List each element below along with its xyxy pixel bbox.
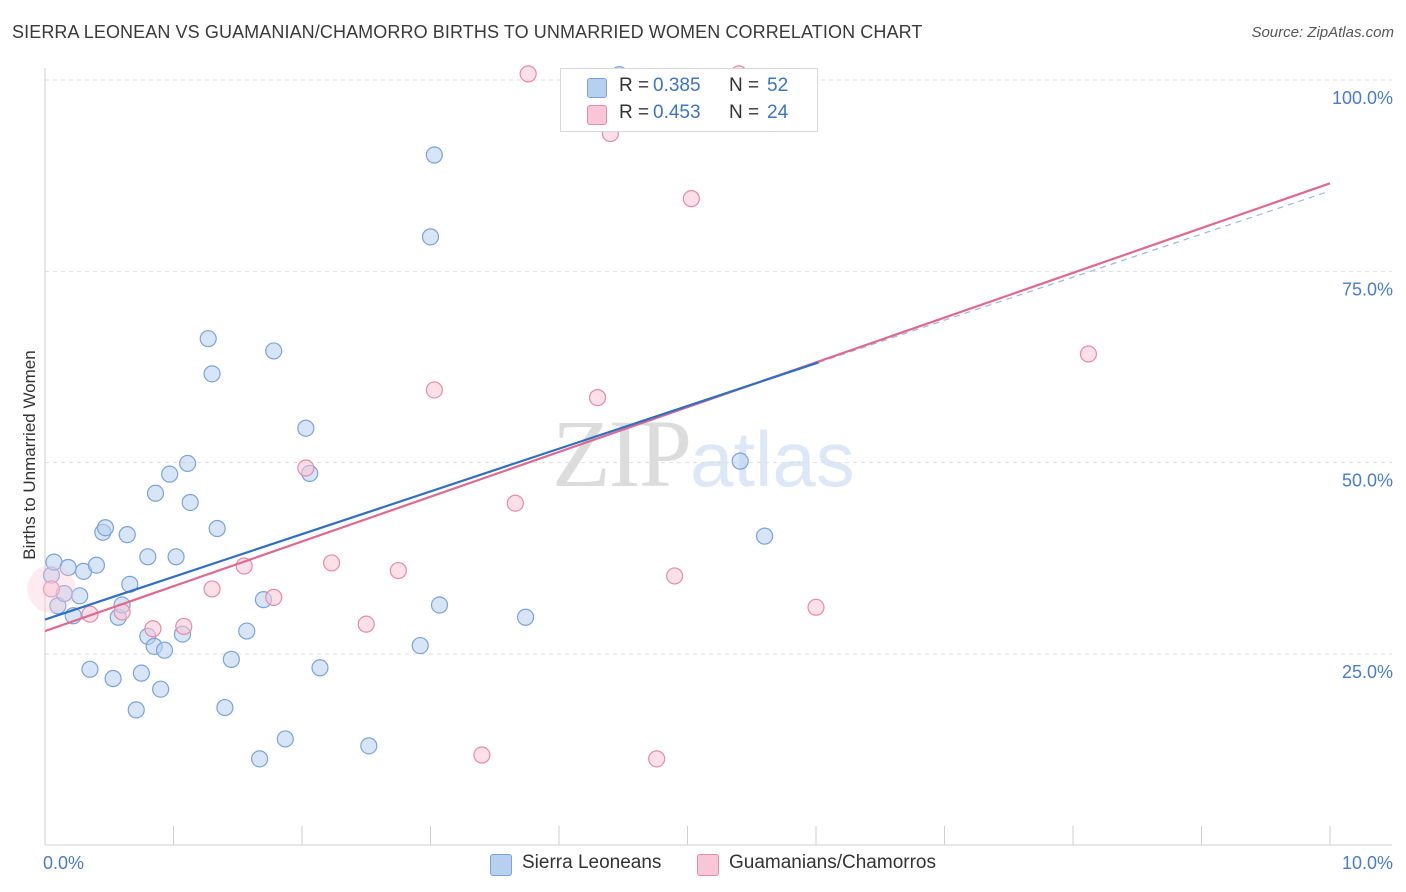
guamanian-point bbox=[389, 561, 407, 580]
y-tick-label: 50.0% bbox=[1342, 471, 1393, 491]
sierra-leonean-point bbox=[276, 730, 294, 748]
guamanian-trendline bbox=[44, 182, 1331, 633]
guamanian-point bbox=[81, 605, 99, 623]
x-tick-label: 10.0% bbox=[1342, 853, 1393, 873]
sierra-leonean-point bbox=[96, 519, 114, 537]
guamanian-point bbox=[1079, 345, 1098, 363]
guamanian-point bbox=[519, 65, 537, 83]
guamanian-point bbox=[666, 567, 684, 585]
guamanian-point bbox=[473, 746, 491, 764]
guamanian-point bbox=[42, 580, 61, 598]
sierra-leonean-point bbox=[132, 664, 150, 682]
sierra-leonean-point bbox=[71, 587, 89, 605]
y-tick-label: 75.0% bbox=[1342, 279, 1393, 299]
legend-n-label: N = bbox=[729, 75, 760, 96]
sierra-leonean-point bbox=[203, 365, 221, 383]
sierra-leonean-point bbox=[311, 659, 329, 677]
sierra-leonean-point bbox=[216, 698, 234, 717]
trendlines bbox=[44, 182, 1331, 633]
source-label: Source: ZipAtlas.com bbox=[1251, 24, 1394, 41]
guamanian-point bbox=[807, 598, 825, 616]
tick-labels: 25.0% 50.0% 75.0% 100.0% 0.0% 10.0% bbox=[43, 88, 1393, 873]
guamanian-point bbox=[265, 588, 283, 606]
sierra-leonean-point bbox=[146, 484, 165, 502]
sierra-leonean-point bbox=[250, 750, 269, 768]
legend-swatch-pink bbox=[587, 105, 607, 125]
legend-r-value: 0.385 bbox=[653, 75, 701, 96]
chart-title: SIERRA LEONEAN VS GUAMANIAN/CHAMORRO BIR… bbox=[12, 22, 923, 42]
y-tick-label: 25.0% bbox=[1342, 662, 1393, 682]
sierra-leonean-point bbox=[755, 527, 774, 545]
legend-n-value: 24 bbox=[767, 102, 789, 123]
sierra-leonean-point bbox=[127, 701, 145, 719]
sierra-leonean-point bbox=[139, 548, 157, 566]
legend-n-label: N = bbox=[729, 102, 760, 123]
guamanian-point bbox=[425, 381, 443, 399]
legend-r-value: 0.453 bbox=[653, 102, 701, 123]
sierra-leonean-point bbox=[265, 342, 283, 360]
sierra-leonean-point bbox=[104, 669, 122, 688]
sierra-leonean-point bbox=[87, 556, 106, 574]
correlation-legend: R = 0.385 N = 52 R = 0.453 N = 24 bbox=[560, 68, 818, 132]
sierra-leonean-point bbox=[238, 622, 256, 640]
guamanian-point bbox=[648, 750, 666, 768]
x-tick-label: 0.0% bbox=[43, 853, 84, 873]
guamanian-point bbox=[588, 389, 607, 407]
sierra-leonean-trendline bbox=[44, 361, 819, 621]
sierra-leonean-point bbox=[425, 146, 443, 164]
sierra-leonean-point bbox=[161, 465, 179, 483]
guamanian-point bbox=[203, 580, 221, 598]
guamanian-point bbox=[682, 190, 700, 208]
sierra-leonean-point bbox=[199, 330, 217, 348]
sierra-leonean-point bbox=[222, 650, 240, 668]
guamanian-cluster-point bbox=[27, 564, 76, 613]
legend-r-label: R = bbox=[619, 102, 650, 123]
guamanian-point bbox=[357, 615, 375, 633]
sierra-leonean-point bbox=[118, 526, 136, 544]
sierra-leonean-point bbox=[179, 454, 197, 473]
sierra-leonean-point bbox=[421, 228, 440, 246]
sierra-leonean-point bbox=[167, 548, 185, 566]
sierra-leonean-point bbox=[155, 641, 174, 659]
sierra-leonean-point bbox=[297, 419, 315, 437]
legend-swatch-blue bbox=[587, 78, 607, 98]
guamanian-point bbox=[506, 494, 524, 512]
legend-r-label: R = bbox=[619, 75, 650, 96]
sierra-leonean-point bbox=[430, 596, 449, 614]
sierra-leonean-point bbox=[411, 636, 429, 655]
sierra-leonean-point bbox=[208, 519, 226, 538]
sierra-leonean-point bbox=[81, 660, 99, 678]
sierra-leonean-point bbox=[360, 737, 378, 755]
legend-swatch-blue bbox=[490, 854, 512, 876]
sierra-leonean-point bbox=[181, 493, 199, 512]
data-points bbox=[27, 65, 1098, 768]
legend-label: Guamanians/Chamorros bbox=[729, 852, 936, 873]
guamanian-point bbox=[144, 620, 162, 638]
legend-n-value: 52 bbox=[767, 75, 789, 96]
guamanian-point bbox=[322, 554, 341, 572]
guamanian-point bbox=[175, 617, 193, 636]
sierra-leonean-trend-extension bbox=[818, 190, 1331, 363]
sierra-leonean-point bbox=[516, 608, 535, 626]
y-tick-label: 100.0% bbox=[1332, 88, 1393, 108]
axes bbox=[44, 68, 1392, 846]
sierra-leonean-point bbox=[152, 680, 170, 698]
legend-label: Sierra Leoneans bbox=[522, 852, 662, 873]
sierra-leonean-point bbox=[731, 452, 749, 470]
legend-swatch-pink bbox=[697, 854, 719, 876]
guamanian-point bbox=[297, 459, 315, 477]
